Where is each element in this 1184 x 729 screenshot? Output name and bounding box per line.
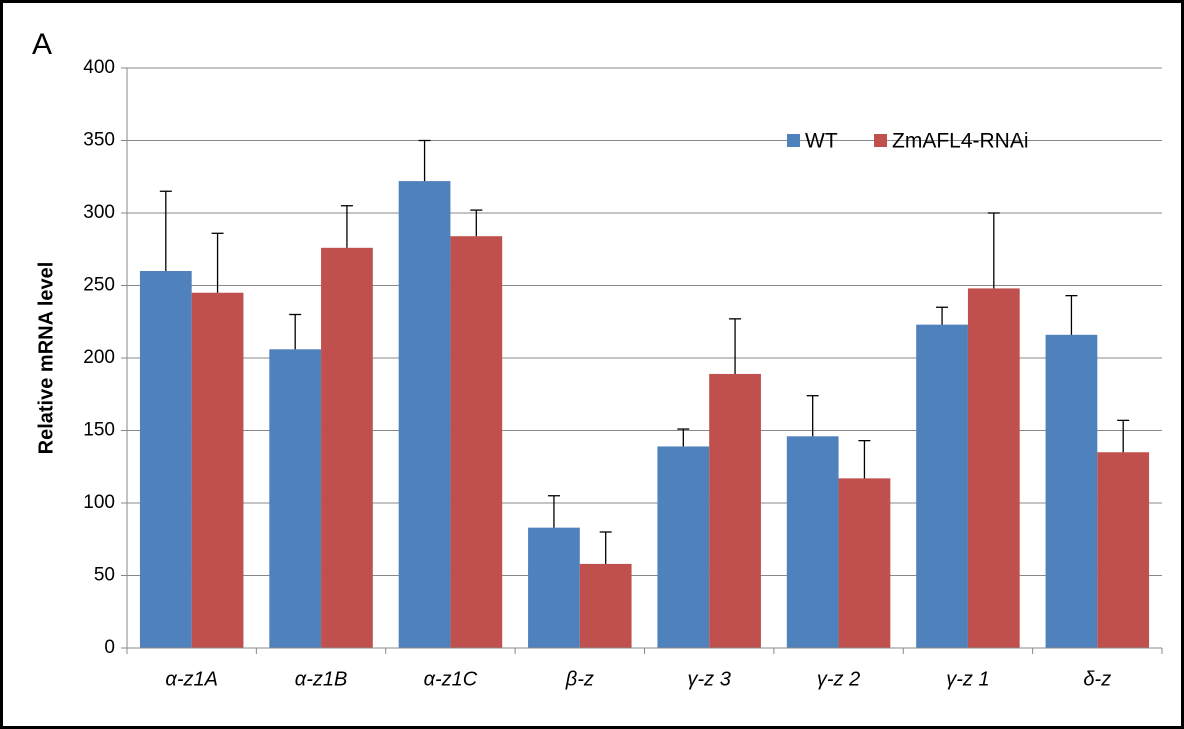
x-tick-label: α-z1A: [165, 668, 218, 690]
x-tick-label: δ-z: [1083, 668, 1111, 690]
legend-label: WT: [805, 130, 838, 153]
x-tick-label: γ-z 3: [688, 668, 731, 690]
legend-swatch: [787, 134, 800, 147]
bar: [398, 181, 451, 648]
y-tick-label: 0: [104, 637, 115, 658]
panel-label: A: [32, 28, 52, 61]
legend-swatch: [874, 134, 887, 147]
y-tick-label: 150: [83, 420, 115, 441]
y-tick-label: 100: [83, 492, 115, 513]
y-tick-label: 50: [94, 565, 115, 586]
bar: [139, 271, 192, 648]
y-tick-label: 200: [83, 347, 115, 368]
bar: [1097, 452, 1150, 648]
y-tick-label: 350: [83, 130, 115, 151]
bar: [450, 236, 503, 648]
bar: [709, 373, 761, 648]
legend-label: ZmAFL4-RNAi: [892, 130, 1029, 153]
bar: [528, 527, 580, 648]
y-tick-label: 250: [83, 275, 115, 296]
bar: [657, 446, 710, 648]
bar: [967, 288, 1020, 648]
bar: [916, 324, 968, 648]
x-tick-label: α-z1B: [295, 668, 348, 690]
bar: [1045, 334, 1098, 648]
x-tick-label: γ-z 2: [817, 668, 860, 690]
y-axis-label: Relative mRNA level: [35, 262, 57, 455]
y-tick-label: 400: [83, 57, 115, 78]
bar: [786, 436, 839, 648]
x-tick-label: γ-z 1: [946, 668, 989, 690]
bar: [838, 478, 891, 648]
y-tick-label: 300: [83, 202, 115, 223]
bar: [321, 247, 373, 649]
bar: [269, 349, 322, 648]
x-tick-label: β-z: [565, 668, 594, 690]
bar: [579, 563, 632, 648]
bar: [191, 292, 244, 648]
x-tick-label: α-z1C: [424, 668, 478, 690]
